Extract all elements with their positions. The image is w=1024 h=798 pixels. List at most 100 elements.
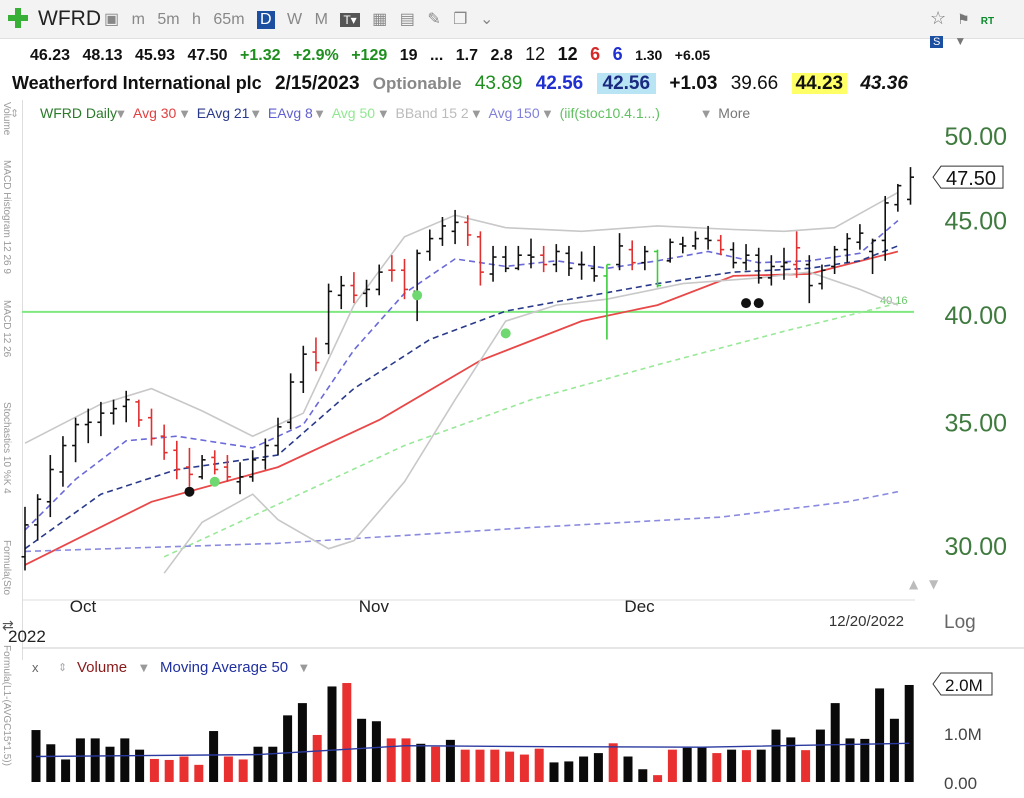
ohlc-bar[interactable] — [160, 424, 168, 460]
ohlc-bar[interactable] — [438, 217, 446, 246]
legend-chevron-icon[interactable]: ▼ — [380, 109, 388, 120]
copy-icon[interactable]: ❐ — [453, 11, 468, 28]
ohlc-bar[interactable] — [565, 245, 573, 276]
tf-m[interactable]: m — [131, 11, 145, 28]
volume-updown-icon[interactable]: ⇕ — [58, 661, 67, 674]
ohlc-bar[interactable] — [717, 234, 725, 256]
ohlc-bar[interactable] — [603, 263, 611, 340]
volume-bar[interactable] — [505, 751, 515, 782]
volume-bar[interactable] — [801, 750, 811, 782]
ohlc-bar[interactable] — [287, 373, 295, 430]
expand-arrow-icon[interactable]: ▼ — [929, 577, 939, 591]
ohlc-bar[interactable] — [476, 231, 484, 286]
plus-icon[interactable] — [6, 6, 30, 30]
legend-chevron-icon[interactable]: ▼ — [117, 109, 125, 120]
legend-chevron-icon[interactable]: ▼ — [181, 109, 189, 120]
close-volume-icon[interactable]: x — [32, 660, 39, 675]
page-icon[interactable]: ▤ — [399, 11, 415, 28]
volume-bar[interactable] — [371, 721, 381, 782]
legend-chevron-icon[interactable]: ▼ — [316, 109, 324, 120]
ohlc-bar[interactable] — [135, 399, 143, 427]
volume-bar[interactable] — [431, 746, 441, 782]
text-icon[interactable]: T▾ — [340, 13, 360, 27]
symbol-field[interactable]: WFRD — [38, 7, 101, 30]
ohlc-bar[interactable] — [21, 506, 29, 571]
ohlc-bar[interactable] — [350, 272, 358, 304]
volume-bar[interactable] — [475, 749, 485, 782]
volume-bar[interactable] — [519, 754, 529, 782]
legend-item[interactable]: Avg 30 — [133, 105, 177, 121]
ohlc-bar[interactable] — [805, 255, 813, 304]
ohlc-bar[interactable] — [312, 337, 320, 372]
volume-bar[interactable] — [342, 683, 352, 782]
volume-bar[interactable] — [786, 737, 796, 782]
ohlc-bar[interactable] — [666, 238, 674, 263]
scroll-arrows-icon[interactable]: ⇄ — [2, 618, 14, 634]
volume-bar[interactable] — [297, 703, 307, 782]
volume-bar[interactable] — [416, 743, 426, 782]
ohlc-bar[interactable] — [691, 231, 699, 250]
star-icon[interactable]: ☆ — [930, 8, 947, 28]
ohlc-bar[interactable] — [641, 245, 649, 271]
volume-bar[interactable] — [327, 686, 337, 782]
legend-item[interactable]: More — [718, 105, 750, 121]
ohlc-bar[interactable] — [261, 438, 269, 470]
volume-bar[interactable] — [697, 746, 707, 782]
volume-bar[interactable] — [61, 759, 71, 782]
legend-chevron-icon[interactable]: ▼ — [702, 109, 710, 120]
volume-bar[interactable] — [623, 756, 633, 782]
volume-bar[interactable] — [712, 753, 722, 782]
volume-bar[interactable] — [401, 738, 411, 782]
ohlc-bar[interactable] — [894, 183, 902, 212]
volume-bar[interactable] — [727, 749, 737, 782]
ohlc-bar[interactable] — [451, 209, 459, 245]
ohlc-bar[interactable] — [767, 255, 775, 286]
volume-bar[interactable] — [815, 729, 825, 782]
volume-bar[interactable] — [741, 750, 751, 782]
ohlc-bar[interactable] — [299, 345, 307, 394]
volume-bar[interactable] — [268, 746, 278, 782]
tf-65m[interactable]: 65m — [213, 11, 245, 28]
legend-item[interactable]: (iif(stoc10.4.1...) — [560, 105, 660, 121]
flag-icon[interactable]: ⚑ — [957, 11, 970, 27]
volume-bar[interactable] — [889, 718, 899, 782]
ohlc-bar[interactable] — [110, 399, 118, 425]
volume-bar[interactable] — [460, 749, 470, 782]
camera-icon[interactable]: ▣ — [104, 11, 120, 28]
ohlc-bar[interactable] — [831, 245, 839, 275]
ohlc-bar[interactable] — [818, 264, 826, 290]
ohlc-bar[interactable] — [426, 229, 434, 261]
ohlc-bar[interactable] — [337, 275, 345, 310]
ohlc-bar[interactable] — [72, 417, 80, 463]
ohlc-bar[interactable] — [464, 215, 472, 246]
ohlc-bar[interactable] — [185, 447, 193, 487]
volume-bar[interactable] — [253, 746, 263, 782]
legend-item[interactable]: EAvg 21 — [197, 105, 250, 121]
volume-bar[interactable] — [904, 684, 914, 782]
ohlc-bar[interactable] — [527, 238, 535, 269]
volume-bar[interactable] — [120, 738, 130, 782]
volume-bar[interactable] — [564, 761, 574, 782]
calculator-icon[interactable]: ▦ — [372, 11, 388, 28]
ohlc-bar[interactable] — [46, 455, 54, 518]
volume-bar[interactable] — [771, 729, 781, 782]
ohlc-bar[interactable] — [843, 233, 851, 263]
ohlc-bar[interactable] — [211, 450, 219, 475]
tf-h[interactable]: h — [192, 11, 201, 28]
volume-bar[interactable] — [283, 715, 293, 782]
tf-5m[interactable]: 5m — [157, 11, 180, 28]
ohlc-bar[interactable] — [148, 408, 155, 446]
volume-bar[interactable] — [549, 762, 559, 782]
ohlc-bar[interactable] — [578, 251, 586, 280]
legend-chevron-icon[interactable]: ▼ — [140, 663, 148, 674]
volume-bar[interactable] — [534, 748, 544, 782]
volume-bar[interactable] — [682, 747, 692, 782]
log-scale-toggle[interactable]: Log — [944, 612, 976, 633]
ohlc-bar[interactable] — [590, 245, 598, 282]
ohlc-bar[interactable] — [249, 450, 257, 482]
tf-w[interactable]: W — [287, 11, 303, 28]
s-icon[interactable]: S — [930, 36, 944, 48]
volume-bar[interactable] — [579, 756, 589, 782]
chevron-down-icon[interactable]: ⌄ — [479, 11, 494, 28]
ohlc-bar[interactable] — [869, 238, 877, 275]
